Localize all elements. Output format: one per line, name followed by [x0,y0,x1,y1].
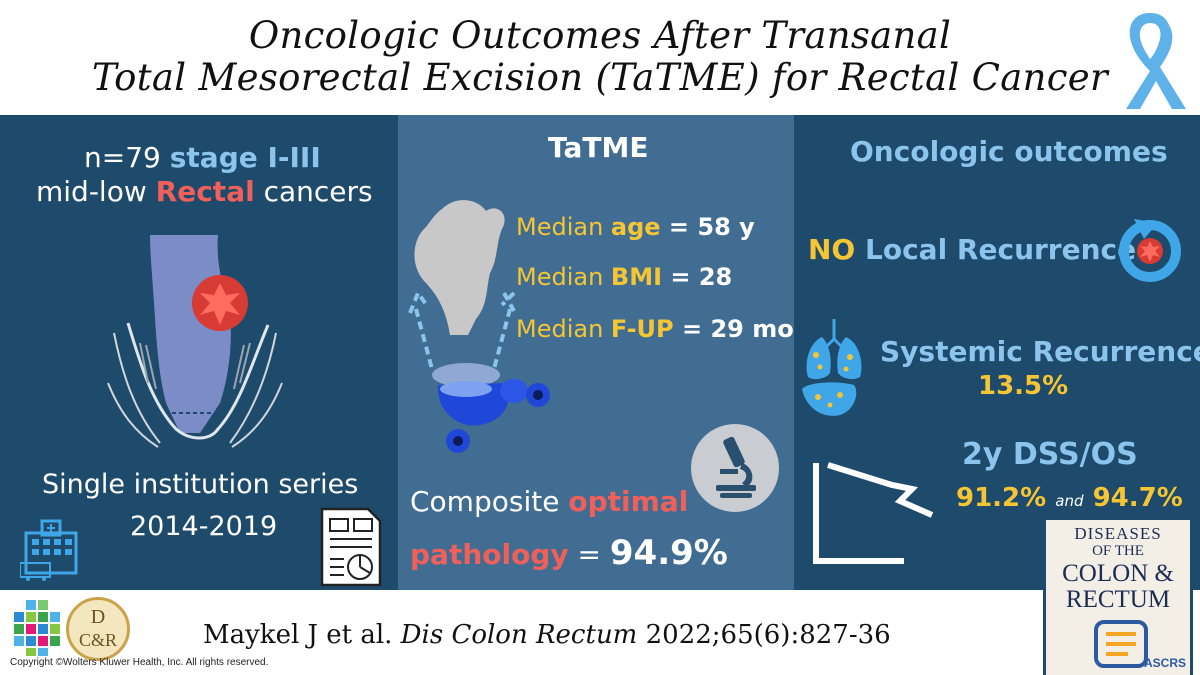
journal-line-3: COLON & [1062,560,1174,587]
rectum-tumor-illustration [107,235,283,448]
median-bmi-label: Median [516,263,611,291]
median-followup-value: = 29 mo [673,315,794,343]
pathology-label: pathology [410,538,569,571]
tatme-heading: TaTME [548,131,649,164]
microscope-icon [691,424,779,512]
transanal-platform-illustration [408,200,550,453]
journal-society: ASCRS [1143,656,1186,670]
median-age-label: Median [516,213,611,241]
pathology-equals: = [568,538,610,571]
median-bmi-value: = 28 [662,263,733,291]
series-years: 2014-2019 [130,511,278,542]
median-followup: Median F-UP = 29 mo [516,315,794,343]
series-label: Single institution series [42,469,359,500]
median-bmi: Median BMI = 28 [516,263,732,291]
report-document-icon [320,507,382,587]
cohort-n: n=79 [84,141,170,174]
survival-and: and [1055,492,1084,510]
tatme-panel: TaTME Median age = 58 y Median BMI = 28 … [398,115,794,610]
outcomes-heading: Oncologic outcomes [850,135,1168,168]
median-followup-key: F-UP [610,315,674,343]
citation-authors: Maykel J et al. [203,620,401,650]
title-line-1: Oncologic Outcomes After Transanal [248,14,952,57]
cohort-cancers: cancers [254,175,373,208]
local-recurrence-no: NO [808,233,856,266]
cohort-stage: stage I-III [169,141,321,174]
systemic-recurrence-value: 13.5% [978,371,1069,401]
median-bmi-key: BMI [610,263,663,291]
composite-optimal: optimal [568,485,689,518]
composite-line: Composite optimal [410,485,688,518]
seal-letters-cr: C&R [78,630,117,650]
title-line-2: Total Mesorectal Excision (TaTME) for Re… [92,56,1108,99]
journal-line-2: OF THE [1092,543,1144,559]
title-area: Oncologic Outcomes After Transanal Total… [0,0,1200,115]
cohort-location: mid-low [36,175,156,208]
median-followup-label: Median [516,315,611,343]
cohort-type: mid-low Rectal cancers [36,175,373,208]
wolters-kluwer-logo [14,600,60,656]
hospital-icon [20,519,78,581]
copyright-notice: Copyright ©Wolters Kluwer Health, Inc. A… [10,657,269,668]
citation: Maykel J et al. Dis Colon Rectum 2022;65… [203,620,891,650]
journal-line-1: DISEASES [1074,524,1162,543]
cohort-panel: n=79 stage I-III mid-low Rectal cancers … [0,115,398,610]
pathology-value: 94.9% [609,533,728,573]
journal-colon-icon [1094,620,1148,668]
pathology-line: pathology = 94.9% [410,533,728,573]
local-recurrence: NO Local Recurrence [808,233,1136,266]
citation-journal: Dis Colon Rectum [400,620,638,650]
lungs-liver-metastasis-icon [802,319,862,416]
local-recurrence-label: Local Recurrence [855,233,1137,266]
median-age-key: age [610,213,661,241]
median-age: Median age = 58 y [516,213,755,241]
survival-label: 2y DSS/OS [962,437,1138,472]
footer [0,590,1200,675]
survival-curve-icon [813,462,934,564]
seal-letter-d: D [90,606,106,628]
composite-label: Composite [410,485,569,518]
median-age-value: = 58 y [660,213,755,241]
survival-values: 91.2% and 94.7% [956,483,1183,513]
journal-cover: DISEASES OF THE COLON & RECTUM ASCRS [1043,517,1193,675]
cohort-size: n=79 stage I-III [84,141,321,174]
cohort-rectal: Rectal [155,175,255,208]
journal-line-4: RECTUM [1065,586,1171,613]
citation-reference: 2022;65(6):827-36 [637,620,891,650]
awareness-ribbon-icon [1126,13,1186,109]
systemic-recurrence-label: Systemic Recurrence [880,335,1200,368]
dss-value: 91.2% [956,483,1047,513]
recurrence-cycle-icon [1119,219,1181,282]
dcr-seal-logo: D C&R [66,597,130,661]
os-value: 94.7% [1092,483,1183,513]
